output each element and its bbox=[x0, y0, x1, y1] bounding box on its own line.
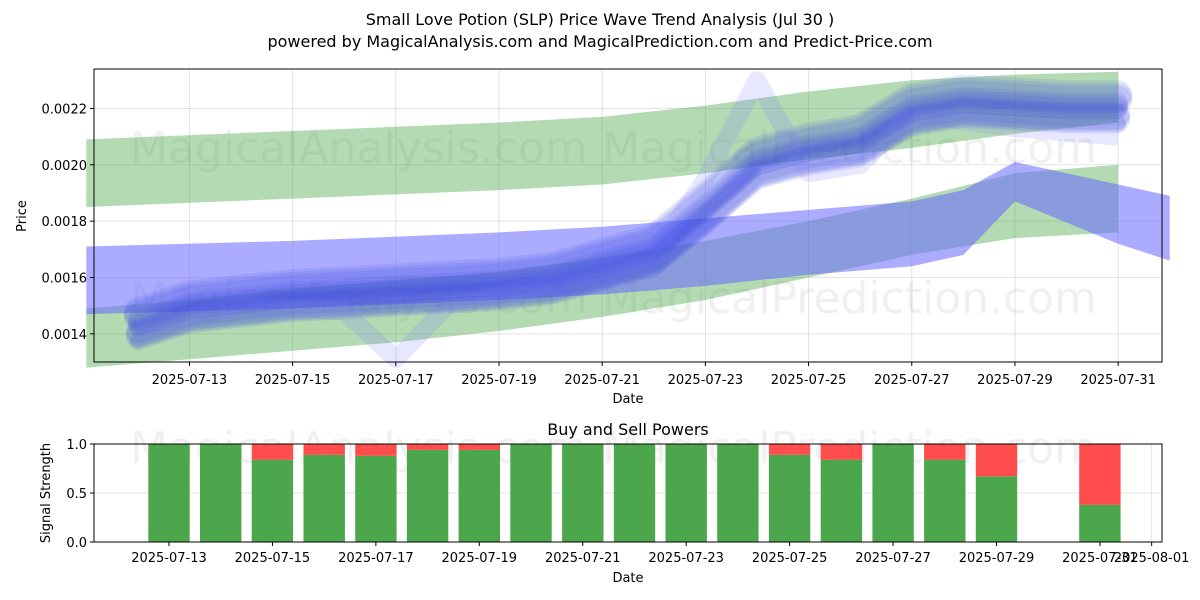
buy-power-bar bbox=[872, 444, 914, 542]
bottom-x-tick-label: 2025-07-15 bbox=[235, 551, 311, 566]
wave-line bbox=[125, 96, 1131, 343]
sell-power-bar bbox=[251, 444, 294, 460]
signal-bars bbox=[148, 444, 1121, 542]
top-y-axis-label: Price bbox=[15, 200, 30, 232]
top-y-tick-label: 0.0022 bbox=[42, 102, 88, 117]
top-y-ticks: 0.0014 0.0016 0.0018 0.0020 0.0022 bbox=[42, 102, 94, 343]
blue-band bbox=[86, 162, 1170, 315]
buy-power-bar bbox=[148, 444, 190, 542]
sell-power-bar bbox=[924, 444, 966, 460]
chart-title: Small Love Potion (SLP) Price Wave Trend… bbox=[366, 10, 835, 29]
buy-power-bar bbox=[924, 459, 966, 542]
wave-lines bbox=[123, 71, 1133, 369]
buy-power-bar bbox=[562, 444, 604, 542]
bottom-x-tick-label: 2025-07-19 bbox=[442, 551, 518, 566]
wave-line bbox=[123, 80, 1133, 331]
buy-power-bar bbox=[768, 454, 811, 542]
buy-power-bar bbox=[303, 454, 345, 542]
wave-line bbox=[125, 102, 1131, 349]
sell-power-bar bbox=[303, 444, 345, 455]
top-x-tick-label: 2025-07-29 bbox=[977, 373, 1053, 388]
top-x-tick-label: 2025-07-19 bbox=[461, 373, 537, 388]
top-x-axis-label: Date bbox=[612, 392, 643, 407]
wave-line bbox=[129, 97, 1127, 337]
bottom-x-tick-label: 2025-07-17 bbox=[338, 551, 414, 566]
buy-power-bar bbox=[458, 449, 500, 542]
buy-power-bar bbox=[717, 444, 759, 542]
buy-power-bar bbox=[200, 444, 242, 542]
bottom-x-tick-label: 2025-07-23 bbox=[648, 551, 724, 566]
top-y-tick-label: 0.0020 bbox=[42, 159, 88, 174]
wave-line bbox=[127, 92, 1129, 336]
chart-subtitle: powered by MagicalAnalysis.com and Magic… bbox=[267, 32, 932, 51]
bottom-x-tick-label: 2025-07-25 bbox=[752, 551, 828, 566]
sell-power-bar bbox=[406, 444, 449, 450]
buy-power-bar bbox=[613, 444, 656, 542]
buy-power-bar bbox=[665, 444, 707, 542]
top-x-ticks: 2025-07-13 2025-07-15 2025-07-17 2025-07-19… bbox=[152, 362, 1156, 388]
bottom-x-tick-label: 2025-07-31 bbox=[1062, 551, 1138, 566]
bottom-x-tick-label: 2025-07-21 bbox=[545, 551, 621, 566]
top-x-tick-label: 2025-07-25 bbox=[771, 373, 847, 388]
bottom-y-ticks: 0.0 0.5 1.0 bbox=[66, 438, 94, 551]
top-plot-frame bbox=[93, 68, 1163, 363]
bottom-y-axis-label: Signal Strength bbox=[39, 443, 54, 543]
watermark-text: MagicalAnalysis.com bbox=[130, 123, 588, 174]
sell-power-bar bbox=[768, 444, 811, 455]
bottom-y-tick-label: 1.0 bbox=[66, 438, 87, 453]
sell-power-bar bbox=[975, 444, 1018, 477]
green-band bbox=[86, 71, 1119, 207]
top-x-tick-label: 2025-07-21 bbox=[564, 373, 640, 388]
buy-power-bar bbox=[406, 449, 449, 542]
wave-line bbox=[129, 111, 1127, 351]
buy-power-bar bbox=[1079, 504, 1121, 542]
sell-power-bar bbox=[1079, 444, 1121, 505]
top-x-tick-label: 2025-07-17 bbox=[358, 373, 434, 388]
top-x-tick-label: 2025-07-23 bbox=[668, 373, 744, 388]
bottom-chart-title: Buy and Sell Powers bbox=[547, 420, 709, 439]
top-x-tick-label: 2025-07-31 bbox=[1080, 373, 1156, 388]
wave-line-variant bbox=[135, 71, 1119, 369]
bottom-x-tick-label: 2025-07-29 bbox=[959, 551, 1035, 566]
buy-power-bar bbox=[510, 444, 552, 542]
top-plot: MagicalAnalysis.com MagicalPrediction.com… bbox=[15, 68, 1170, 407]
buy-power-bar bbox=[355, 455, 397, 542]
wave-line bbox=[127, 90, 1129, 333]
top-y-tick-label: 0.0018 bbox=[42, 215, 88, 230]
bottom-plot: Buy and Sell Powers MagicalAnalysis.comM… bbox=[39, 420, 1189, 586]
sell-power-bar bbox=[355, 444, 397, 456]
sell-power-bar bbox=[458, 444, 500, 450]
wave-line bbox=[123, 77, 1133, 329]
bottom-x-tick-label: 2025-08-01 bbox=[1114, 551, 1190, 566]
wave-line bbox=[123, 74, 1133, 326]
bottom-x-axis-label: Date bbox=[612, 571, 643, 586]
buy-power-bar bbox=[251, 459, 294, 542]
top-x-tick-label: 2025-07-13 bbox=[152, 373, 228, 388]
buy-power-bar bbox=[975, 476, 1018, 542]
top-y-tick-label: 0.0016 bbox=[42, 271, 88, 286]
bottom-y-tick-label: 0.5 bbox=[66, 487, 87, 502]
top-y-tick-label: 0.0014 bbox=[42, 328, 88, 343]
wave-line bbox=[129, 108, 1127, 348]
top-x-tick-label: 2025-07-27 bbox=[874, 373, 950, 388]
bottom-x-tick-label: 2025-07-27 bbox=[855, 551, 931, 566]
buy-power-bar bbox=[820, 459, 863, 542]
blue-bands bbox=[86, 162, 1170, 315]
top-x-tick-label: 2025-07-15 bbox=[255, 373, 331, 388]
bottom-x-ticks: 2025-07-13 2025-07-15 2025-07-17 2025-07-19… bbox=[131, 542, 1189, 566]
sell-power-bar bbox=[820, 444, 863, 460]
wave-line bbox=[125, 99, 1131, 346]
wave-line bbox=[127, 87, 1129, 330]
bottom-y-tick-label: 0.0 bbox=[66, 536, 87, 551]
bottom-x-tick-label: 2025-07-13 bbox=[131, 551, 207, 566]
